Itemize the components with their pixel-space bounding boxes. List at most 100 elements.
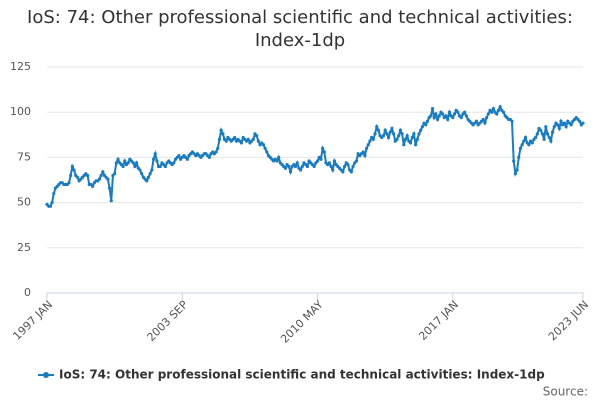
point [441,112,445,116]
point [275,159,279,163]
point [233,135,237,140]
point [319,157,323,161]
point [515,168,519,172]
point [539,128,543,132]
point [153,152,157,156]
point [109,199,113,203]
point [91,184,95,188]
point [146,175,151,179]
point [221,132,225,136]
point [392,132,396,136]
point [255,134,259,138]
point [417,132,421,136]
point [366,143,370,147]
point [463,110,467,114]
point [517,155,521,159]
point [354,159,359,163]
point [224,139,228,143]
point [557,126,561,131]
point [346,163,350,167]
point [419,128,423,132]
point [50,201,54,205]
point [299,168,303,172]
point [133,164,137,169]
point [101,170,105,174]
point [361,150,365,154]
point [527,143,531,147]
legend-marker [43,372,49,378]
point [145,179,149,183]
point [474,119,479,123]
point [140,172,144,176]
point [520,143,524,147]
x-tick-label: 2017 JAN [416,298,461,343]
point [501,110,506,114]
x-tick-label: 2023 JUN [546,298,591,343]
point [219,128,223,132]
point [434,112,438,116]
point [375,125,379,129]
point [530,141,534,145]
point [381,134,386,138]
point [397,134,401,138]
point [131,161,135,165]
point [513,172,517,176]
point [446,117,450,122]
point [447,110,452,114]
point [549,139,553,143]
point [114,161,118,165]
point [363,153,367,158]
point [420,125,424,129]
point [495,112,499,116]
point [246,137,250,141]
point [239,141,244,145]
point [522,139,526,143]
point [155,159,159,163]
point [432,116,436,120]
point [107,186,112,190]
point [251,137,255,141]
point [256,139,260,143]
point [395,137,399,141]
point [371,137,375,141]
y-tick-label: 100 [10,105,31,118]
point [322,150,326,154]
point [351,164,355,169]
point [402,143,406,147]
point [368,139,372,143]
point [106,177,110,181]
point [113,172,117,176]
y-tick-label: 0 [24,286,31,299]
point [261,143,266,147]
point [518,146,523,150]
point [385,132,389,136]
point [569,123,573,127]
point [512,159,516,163]
point [172,161,176,165]
point [177,153,181,158]
y-tick-label: 75 [17,150,31,163]
point [534,135,538,140]
point [410,135,414,140]
point [126,161,130,165]
point [214,150,218,154]
x-tick-label: 2010 MAY [278,298,326,346]
point [148,172,152,176]
point [312,164,316,169]
point [491,106,495,111]
point [452,112,457,116]
point [67,181,71,185]
x-tick-label: 1997 JAN [10,298,55,343]
point [542,137,546,141]
point [581,121,585,125]
y-tick-label: 125 [10,60,31,73]
point [283,166,288,170]
point [72,168,76,172]
point [562,121,567,125]
point [459,116,463,120]
x-tick-label: 2003 SEP [145,298,191,344]
point [564,125,568,129]
point [121,164,125,169]
point [435,117,440,122]
